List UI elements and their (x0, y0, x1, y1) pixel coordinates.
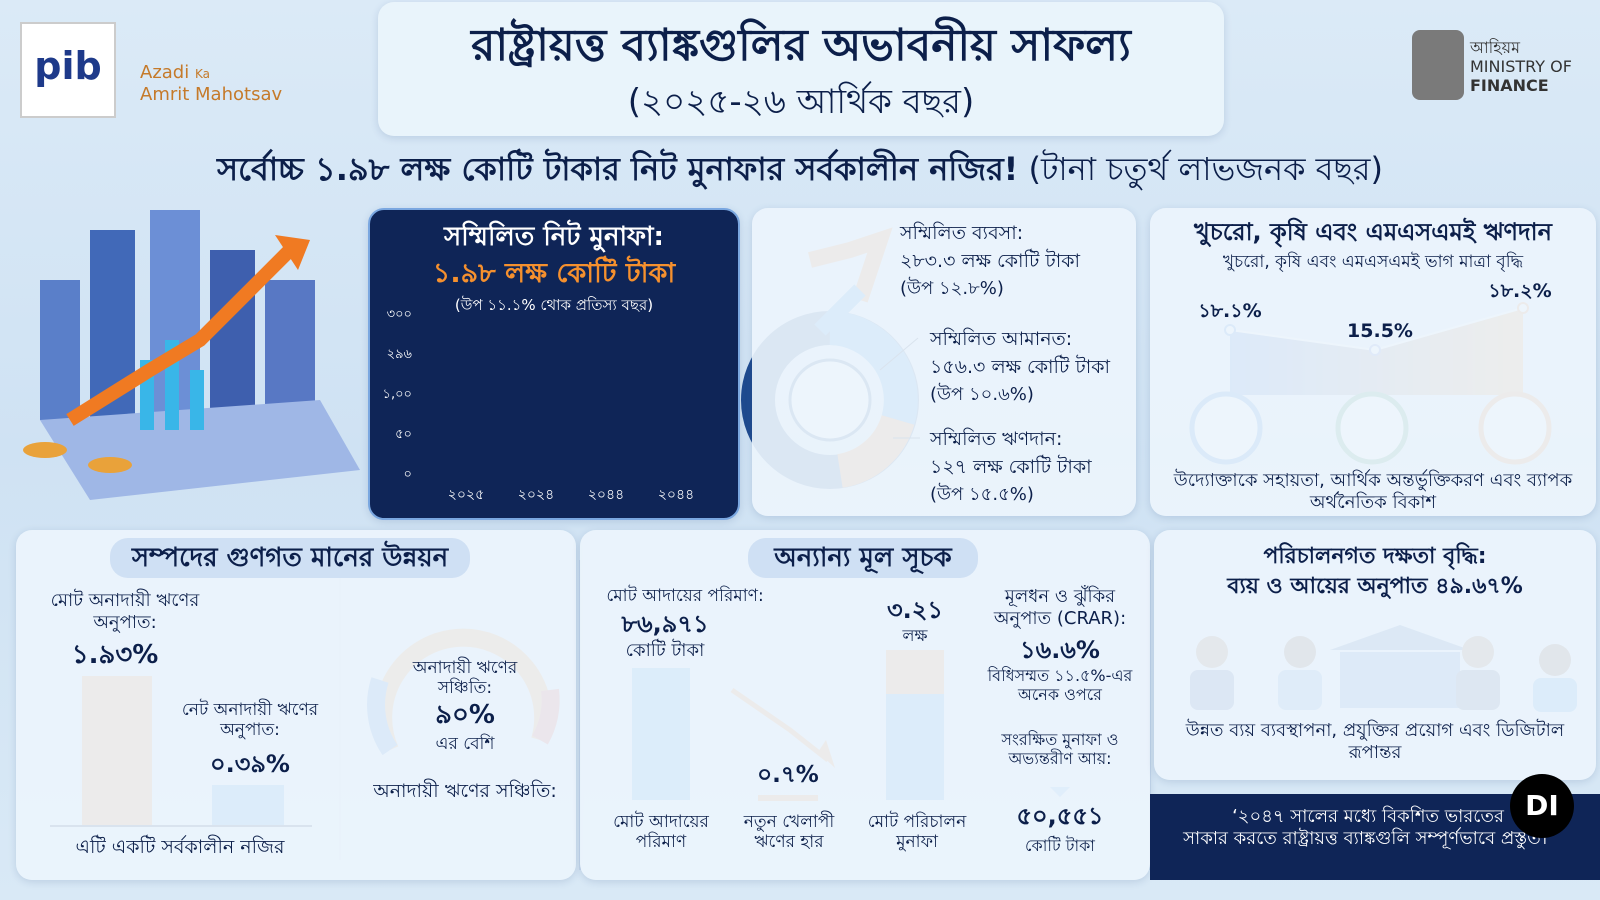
profit-title: সম্মিলিত নিট মুনাফা: (444, 222, 664, 252)
quote: ‘২০৪৭ সালের মধ্যে বিকশিত ভারতের সাকার করত… (1158, 806, 1578, 849)
city-illustration (23, 210, 360, 500)
profit-card: সম্মিলিত নিট মুনাফা: ১.৯৮ লক্ষ কোটি টাকা… (368, 208, 740, 520)
efficiency-caption: উন্নত ব্যয় ব্যবস্থাপনা, প্রযুক্তির প্রয… (1185, 720, 1565, 763)
gauge-value: ৯০% (435, 700, 495, 730)
asset-title: সম্পদের গুণগত মানের উন্নয়ন (110, 538, 470, 578)
crar-label: মূলধন ও ঝুঁকির অনুপাত (CRAR): (993, 586, 1127, 629)
efficiency-card: পরিচালনগত দক্ষতা বৃদ্ধি: ব্যয় ও আয়ের অ… (1154, 530, 1596, 780)
bar-label: নতুন খেলাপী ঋণের হার (743, 812, 835, 853)
y-tick-label: ০ (403, 467, 412, 482)
recovery-value: ৮৬,৯৭১ (621, 610, 709, 638)
indicators-card (580, 530, 1150, 880)
ministry-of: MINISTRY OF (1470, 57, 1572, 77)
coin (88, 457, 132, 473)
profit-amount: ১.৯৮ লক্ষ কোটি টাকা (432, 258, 676, 289)
crar-note: বিধিসম্মত ১১.৫%-এর অনেক ওপরে (987, 666, 1133, 705)
point-label: ১৮.১% (1198, 300, 1262, 322)
y-tick-label: ১,০০ (382, 387, 412, 402)
amrit-mahotsav: Amrit Mahotsav (140, 83, 283, 105)
profit-note: (উপ ১১.১% থোক প্রতিস্য বছর) (454, 296, 654, 314)
lending-title: খুচরো, কৃষি এবং এমএসএমই ঋণদান (1194, 218, 1552, 246)
quote-line: সাকার করতে রাষ্ট্রায়ত্ত ব্যাঙ্কগুলি সম্… (1183, 827, 1553, 849)
pib-logo: pib (20, 22, 116, 118)
ministry: আহিয়ম MINISTRY OF FINANCE (1470, 38, 1600, 96)
business-growth: (উপ ১৫.৫%) (930, 484, 1034, 505)
azadi-logo: Azadi Ka Amrit Mahotsav (140, 62, 300, 105)
business-growth: (উপ ১২.৮%) (900, 278, 1004, 299)
arrow (66, 245, 295, 426)
pib-text: pib (34, 44, 102, 88)
title-box: রাষ্ট্রায়ত্ত ব্যাঙ্কগুলির অভাবনীয় সাফল… (378, 2, 1224, 136)
recovery-unit: কোটি টাকা (625, 640, 705, 661)
business-label: সম্মিলিত আমানত: (930, 328, 1073, 350)
headline: সর্বোচ্চ ১.৯৮ লক্ষ কোটি টাকার নিট মুনাফা… (0, 150, 1600, 188)
building (40, 280, 80, 420)
x-tick-label: ২০২৪ (517, 487, 555, 503)
ka: Ka (194, 67, 210, 81)
coin (23, 442, 67, 458)
finance: FINANCE (1470, 76, 1549, 96)
business-value: ১৫৬.৩ লক্ষ কোটি টাকা (930, 356, 1111, 378)
emblem (1412, 30, 1464, 100)
lending-subtitle: খুচরো, কৃষি এবং এমএসএমই ভাগ মাত্রা বৃদ্ধ… (1222, 252, 1524, 272)
building (210, 250, 255, 420)
azadi: Azadi (140, 62, 190, 83)
x-tick-label: ২০৪৪ (587, 487, 625, 503)
x-tick-label: ২০২৫ (447, 487, 485, 503)
reserves-label: সংরক্ষিত মুনাফা ও অভ্যন্তরীণ আয়: (1001, 730, 1119, 769)
lending-caption: উদ্যোক্তাকে সহায়তা, আর্থিক অন্তর্ভুক্তি… (1173, 470, 1573, 513)
x-tick-label: ২০৪৪ (657, 487, 695, 503)
asset-footer: এটি একটি সর্বকালীন নজির (75, 836, 285, 858)
reserves-value: ৫০,৫৫১ (1016, 802, 1104, 830)
ministry-bn: আহিয়ম (1470, 38, 1520, 57)
quote-line: ‘২০৪৭ সালের মধ্যে বিকশিত ভারতের (1232, 806, 1504, 827)
point-label: 15.5% (1347, 320, 1413, 342)
subtitle: (২০২৫-২৬ আর্থিক বছর) (627, 82, 975, 122)
gauge-caption: অনাদায়ী ঋণের সঞ্চিতি: (373, 780, 557, 802)
business-growth: (উপ ১০.৬%) (930, 384, 1034, 405)
gross-value: ১.৯৩% (71, 640, 159, 670)
net-label: নেট অনাদায়ী ঋণের অনুপাত: (181, 700, 319, 741)
efficiency-subtitle: ব্যয় ও আয়ের অনুপাত ৪৯.৬৭% (1227, 574, 1523, 599)
title: রাষ্ট্রায়ত্ত ব্যাঙ্কগুলির অভাবনীয় সাফল… (471, 20, 1131, 71)
bar-label: মোট পরিচালন মুনাফা (867, 812, 967, 853)
business-value: ২৮৩.৩ লক্ষ কোটি টাকা (900, 250, 1081, 272)
business-label: সম্মিলিত ব্যবসা: (900, 222, 1024, 244)
slippage-value: ০.৭% (757, 762, 819, 788)
opprofit-value: ৩.২১ (887, 596, 943, 624)
gross-label: মোট অনাদায়ী ঋণের অনুপাত: (50, 590, 200, 633)
business-value: ১২৭ লক্ষ কোটি টাকা (930, 456, 1092, 478)
reserves-unit: কোটি টাকা (1025, 836, 1095, 855)
indicators-title: অন্যান্য মূল সূচক (748, 538, 978, 578)
net-value: ০.৩৯% (210, 750, 290, 778)
y-tick-label: ৩০০ (386, 307, 412, 322)
bar-label: মোট আদায়ের পরিমাণ (613, 812, 709, 853)
lending-card: খুচরো, কৃষি এবং এমএসএমই ঋণদান খুচরো, কৃষ… (1150, 208, 1596, 516)
crar-value: ১৬.৬% (1020, 636, 1100, 664)
headline-note: (টানা চতুর্থ লাভজনক বছর) (1028, 150, 1383, 188)
opprofit-unit: লক্ষ (902, 626, 928, 645)
tablet (40, 400, 360, 500)
quote-box: ‘২০৪৭ সালের মধ্যে বিকশিত ভারতের সাকার করত… (1150, 774, 1600, 880)
di-logo: DI (1510, 774, 1574, 838)
business-card (752, 208, 1136, 516)
gauge-label: অনাদায়ী ঋণের সঞ্চিতি: (412, 658, 518, 699)
y-tick-label: ২৯৬ (386, 347, 412, 362)
recovery-label: মোট আদায়ের পরিমাণ: (606, 586, 764, 606)
y-tick-label: ৫০ (395, 427, 412, 442)
arrow-head (275, 235, 310, 270)
business-label: সম্মিলিত ঋণদান: (930, 428, 1063, 450)
building (265, 280, 315, 420)
efficiency-title: পরিচালনগত দক্ষতা বৃদ্ধি: (1263, 544, 1487, 569)
point-label: ১৮.২% (1488, 280, 1552, 302)
gauge-note: এর বেশি (435, 734, 495, 754)
deco-bar (190, 370, 204, 430)
asset-card (16, 530, 576, 880)
headline-main: সর্বোচ্চ ১.৯৮ লক্ষ কোটি টাকার নিট মুনাফা… (217, 150, 1019, 188)
